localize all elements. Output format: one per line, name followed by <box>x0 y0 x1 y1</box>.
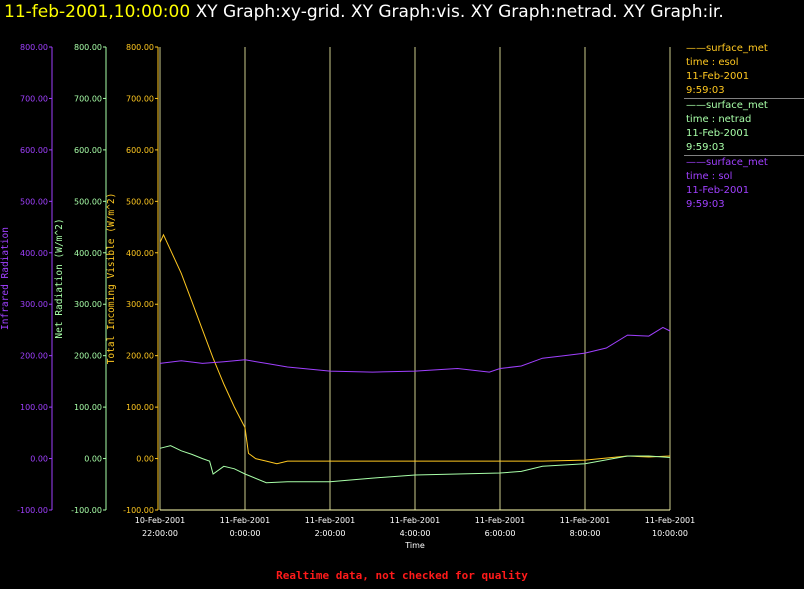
y-tick-label: 400.00 <box>20 249 48 258</box>
x-tick-label-time: 6:00:00 <box>485 529 516 538</box>
y-tick-label: 100.00 <box>126 403 154 412</box>
legend-station: ——surface_met <box>686 43 768 54</box>
series-line-netrad <box>159 445 671 484</box>
y-axes: 800.00 700.00 600.00 500.00 400.00 300.00 200.… <box>0 43 159 515</box>
y-tick-label: 0.00 <box>136 455 154 464</box>
y-tick-label: 700.00 <box>20 94 48 103</box>
legend-variable: time : netrad <box>686 114 752 125</box>
y-tick-label: 600.00 <box>74 146 102 155</box>
y-tick-label: 300.00 <box>20 300 48 309</box>
y-tick-label: -100.00 <box>71 506 102 515</box>
y-tick-label: 200.00 <box>126 352 154 361</box>
y-tick-label: 800.00 <box>74 43 102 52</box>
legend-time: 9:59:03 <box>686 199 725 210</box>
series-line-esol <box>159 233 671 465</box>
legend-date: 11-Feb-2001 <box>686 128 750 139</box>
x-tick-label-time: 0:00:00 <box>230 529 261 538</box>
y-tick-label: 500.00 <box>126 197 154 206</box>
y-tick-label: 300.00 <box>74 300 102 309</box>
x-tick-label-date: 11-Feb-2001 <box>390 516 440 525</box>
legend-station: ——surface_met <box>686 157 768 168</box>
y-tick-label: 700.00 <box>126 94 154 103</box>
x-axis: 10-Feb-2001 22:00:00 11-Feb-2001 0:00:00 11-… <box>135 509 695 550</box>
x-tick-label-time: 10:00:00 <box>652 529 688 538</box>
x-tick-label-date: 10-Feb-2001 <box>135 516 185 525</box>
y-tick-label: 200.00 <box>74 352 102 361</box>
y-tick-label: 600.00 <box>20 146 48 155</box>
y-tick-label: 100.00 <box>74 403 102 412</box>
series-lines <box>159 233 671 484</box>
y-tick-label: 200.00 <box>20 352 48 361</box>
y-tick-label: -100.00 <box>123 506 154 515</box>
x-tick-label-time: 4:00:00 <box>400 529 431 538</box>
y-tick-label: 400.00 <box>74 249 102 258</box>
header-title: 11-feb-2001,10:00:00 XY Graph:xy-grid. X… <box>4 2 724 22</box>
y-tick-label: 0.00 <box>30 455 48 464</box>
vertical-grid <box>159 47 671 510</box>
legend-station: ——surface_met <box>686 100 768 111</box>
header-graph-list: XY Graph:xy-grid. XY Graph:vis. XY Graph… <box>195 2 724 22</box>
y-tick-label: 500.00 <box>74 197 102 206</box>
y-axis-label: Net Radiation (W/m^2) <box>54 218 65 338</box>
series-line-sol <box>159 326 671 373</box>
y-tick-label: 0.00 <box>84 455 102 464</box>
legend-date: 11-Feb-2001 <box>686 185 750 196</box>
x-tick-label-time: 22:00:00 <box>142 529 178 538</box>
y-axis-label: Infrared Radiation <box>0 227 11 330</box>
x-tick-label-time: 8:00:00 <box>570 529 601 538</box>
y-tick-label: 700.00 <box>74 94 102 103</box>
header-datetime: 11-feb-2001,10:00:00 <box>4 2 191 22</box>
y-axis-label: Total Incoming Visible (W/m^2) <box>106 193 117 365</box>
legend-variable: time : sol <box>686 171 733 182</box>
x-tick-label-date: 11-Feb-2001 <box>305 516 355 525</box>
legend: ——surface_met time : esol 11-Feb-2001 9:59:… <box>684 42 804 212</box>
y-tick-label: 600.00 <box>126 146 154 155</box>
y-tick-label: 100.00 <box>20 403 48 412</box>
y-tick-label: 300.00 <box>126 300 154 309</box>
x-tick-label-date: 11-Feb-2001 <box>560 516 610 525</box>
x-tick-label-date: 11-Feb-2001 <box>645 516 695 525</box>
legend-time: 9:59:03 <box>686 142 725 153</box>
legend-date: 11-Feb-2001 <box>686 71 750 82</box>
y-tick-label: -100.00 <box>17 506 48 515</box>
legend-variable: time : esol <box>686 57 739 68</box>
y-tick-label: 800.00 <box>126 43 154 52</box>
quality-note: Realtime data, not checked for quality <box>276 569 528 582</box>
y-tick-label: 500.00 <box>20 197 48 206</box>
x-tick-label-date: 11-Feb-2001 <box>220 516 270 525</box>
y-tick-label: 800.00 <box>20 43 48 52</box>
x-axis-label: Time <box>404 541 425 550</box>
legend-time: 9:59:03 <box>686 85 725 96</box>
x-tick-label-date: 11-Feb-2001 <box>475 516 525 525</box>
x-tick-label-time: 2:00:00 <box>315 529 346 538</box>
y-tick-label: 400.00 <box>126 249 154 258</box>
